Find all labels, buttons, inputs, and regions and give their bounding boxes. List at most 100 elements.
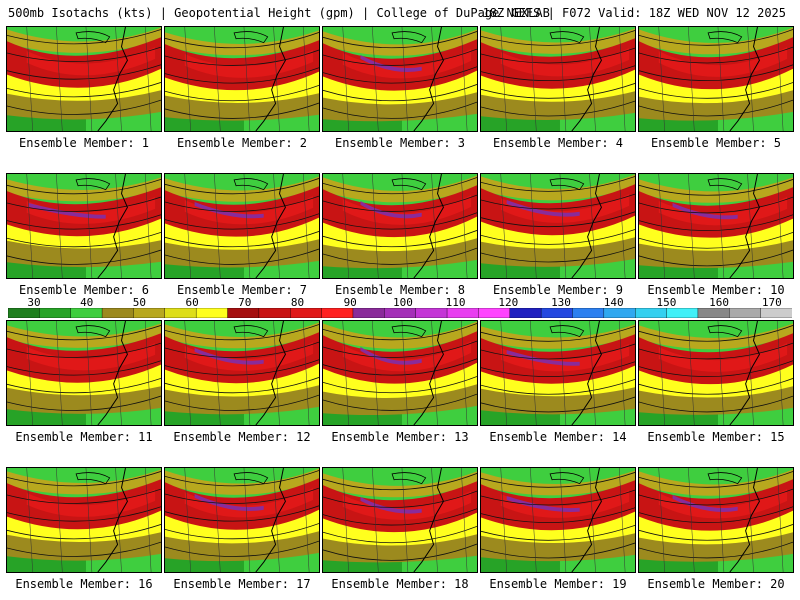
height-contour [323, 212, 477, 230]
great-lakes-outline [549, 325, 585, 338]
height-contour [323, 194, 477, 212]
state-border [273, 468, 280, 572]
height-contour [639, 342, 793, 360]
state-border [342, 468, 349, 572]
height-contour [165, 341, 319, 358]
state-border [184, 27, 191, 131]
height-contour [7, 214, 161, 230]
height-contour [481, 47, 635, 64]
height-contour [639, 471, 793, 488]
height-contour [7, 342, 161, 358]
jet-streak-100kt [360, 496, 422, 514]
state-border [26, 174, 33, 278]
ensemble-member-label: Ensemble Member: 11 [15, 430, 153, 444]
wind-60kt-band [165, 211, 319, 250]
state-border [302, 27, 310, 131]
ensemble-map-19 [480, 467, 636, 573]
colorbar-tick-label: 110 [445, 296, 466, 309]
ensemble-map-7 [164, 173, 320, 279]
state-border [776, 27, 784, 131]
state-border [658, 321, 665, 425]
state-border [431, 174, 438, 278]
height-contour [165, 324, 319, 341]
ensemble-member-label: Ensemble Member: 4 [492, 136, 624, 150]
state-border [214, 321, 221, 425]
coastline [729, 27, 760, 131]
height-contour [481, 326, 635, 342]
state-border [431, 321, 438, 425]
coastline [97, 27, 128, 131]
height-contour [323, 177, 477, 195]
height-contour [639, 196, 793, 214]
ensemble-member-label: Ensemble Member: 7 [176, 283, 308, 297]
great-lakes-outline [391, 472, 427, 485]
height-contour [165, 505, 319, 522]
state-border [56, 321, 63, 425]
height-contour [7, 249, 161, 265]
height-contour [165, 85, 319, 102]
height-contour [639, 64, 793, 82]
state-border [273, 174, 280, 278]
ensemble-member-label: Ensemble Member: 2 [176, 136, 308, 150]
state-border [717, 321, 725, 425]
isotach-colorbar: 30 40 50 60 70 80 90 100 110 120 130 140 150 160 170 [8, 296, 792, 320]
wind-60kt-band [481, 357, 635, 397]
colorbar-swatch [384, 308, 417, 318]
state-border [214, 174, 221, 278]
wind-60kt-band [7, 209, 161, 249]
height-contour [7, 82, 161, 98]
colorbar-tick-label: 60 [185, 296, 199, 309]
height-contour [7, 46, 161, 62]
state-border [559, 174, 567, 278]
state-border [717, 27, 725, 131]
wind-north-band [481, 174, 635, 201]
coastline [571, 468, 602, 572]
state-border [214, 27, 221, 131]
colorbar-swatch [666, 308, 699, 318]
height-contour [481, 211, 635, 228]
colorbar-swatch [39, 308, 72, 318]
colorbar-swatch [70, 308, 103, 318]
colorbar-tick-label: 90 [343, 296, 357, 309]
state-border [56, 468, 63, 572]
height-contour [639, 506, 793, 523]
state-border [776, 174, 784, 278]
state-border [530, 174, 537, 278]
height-contour [323, 340, 477, 358]
ensemble-map-15 [638, 320, 794, 426]
state-border [401, 174, 409, 278]
height-contour [165, 540, 319, 557]
height-contour [481, 396, 635, 413]
state-border [658, 174, 665, 278]
state-border [618, 27, 626, 131]
height-contour [481, 525, 635, 541]
state-border [589, 321, 596, 425]
state-border [184, 174, 191, 278]
height-contour [639, 395, 793, 413]
jet-core-80kt [165, 478, 319, 530]
height-contour [481, 542, 635, 559]
state-border [589, 174, 596, 278]
jet-core-80kt [7, 37, 161, 88]
jet-streak-100kt [360, 347, 422, 365]
state-border [243, 174, 251, 278]
ensemble-member-label: Ensemble Member: 18 [331, 577, 469, 591]
height-contour [323, 31, 477, 49]
state-border [214, 468, 221, 572]
coastline [255, 321, 286, 425]
state-border [747, 27, 754, 131]
height-contour [7, 524, 161, 540]
ensemble-member-label: Ensemble Member: 10 [647, 283, 785, 297]
height-contour [639, 29, 793, 46]
jet-streak-100kt [506, 200, 580, 217]
ensemble-map-10 [638, 173, 794, 279]
colorbar-tick-label: 160 [709, 296, 730, 309]
header: 500mb Isotachs (kts) | Geopotential Heig… [0, 0, 800, 24]
state-border [243, 321, 251, 425]
height-contour [7, 360, 161, 376]
wind-60kt-band [165, 64, 319, 103]
height-contour [639, 541, 793, 559]
coastline [413, 27, 444, 131]
height-contour [165, 49, 319, 66]
state-border [302, 468, 310, 572]
